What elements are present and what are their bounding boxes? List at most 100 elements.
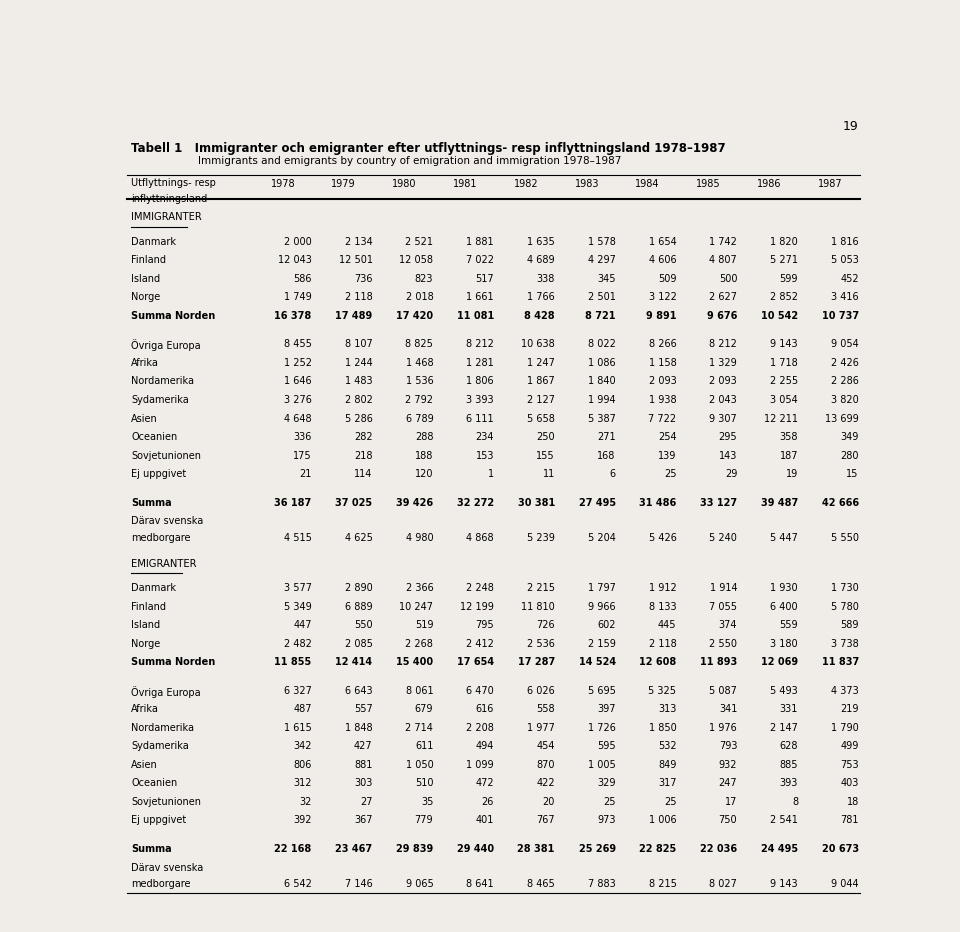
Text: 1 329: 1 329 [709, 358, 737, 368]
Text: 1 994: 1 994 [588, 395, 615, 405]
Text: 452: 452 [840, 274, 859, 283]
Text: 8 027: 8 027 [709, 879, 737, 889]
Text: 611: 611 [415, 741, 433, 751]
Text: 11 855: 11 855 [275, 657, 312, 667]
Text: 3 577: 3 577 [284, 583, 312, 593]
Text: 2 018: 2 018 [405, 293, 433, 302]
Text: 312: 312 [293, 778, 312, 788]
Text: 779: 779 [415, 816, 433, 826]
Text: 12 608: 12 608 [639, 657, 677, 667]
Text: 282: 282 [354, 432, 372, 442]
Text: Afrika: Afrika [132, 705, 159, 714]
Text: 499: 499 [840, 741, 859, 751]
Text: 1986: 1986 [756, 179, 781, 188]
Text: 153: 153 [475, 450, 494, 460]
Text: 23 467: 23 467 [335, 844, 372, 854]
Text: 2 366: 2 366 [405, 583, 433, 593]
Text: 9 891: 9 891 [646, 310, 677, 321]
Text: 1 848: 1 848 [345, 723, 372, 733]
Text: 22 825: 22 825 [639, 844, 677, 854]
Text: 1 615: 1 615 [284, 723, 312, 733]
Text: 5 658: 5 658 [527, 414, 555, 423]
Text: 5 087: 5 087 [709, 686, 737, 696]
Text: 517: 517 [475, 274, 494, 283]
Text: 2 550: 2 550 [709, 638, 737, 649]
Text: 885: 885 [780, 760, 798, 770]
Text: 557: 557 [354, 705, 372, 714]
Text: 487: 487 [293, 705, 312, 714]
Text: 823: 823 [415, 274, 433, 283]
Text: 445: 445 [658, 620, 677, 630]
Text: 6 542: 6 542 [284, 879, 312, 889]
Text: 8 215: 8 215 [649, 879, 677, 889]
Text: 2 248: 2 248 [467, 583, 494, 593]
Text: 558: 558 [537, 705, 555, 714]
Text: Finland: Finland [132, 601, 166, 611]
Text: Sovjetunionen: Sovjetunionen [132, 450, 202, 460]
Text: 2 482: 2 482 [284, 638, 312, 649]
Text: 8: 8 [792, 797, 798, 807]
Text: Island: Island [132, 274, 160, 283]
Text: 393: 393 [780, 778, 798, 788]
Text: 4 297: 4 297 [588, 255, 615, 266]
Text: 15: 15 [847, 469, 859, 479]
Text: 422: 422 [537, 778, 555, 788]
Text: 550: 550 [354, 620, 372, 630]
Text: 39 487: 39 487 [760, 498, 798, 508]
Text: 331: 331 [780, 705, 798, 714]
Text: 8 133: 8 133 [649, 601, 677, 611]
Text: 2 268: 2 268 [405, 638, 433, 649]
Text: 1 820: 1 820 [770, 237, 798, 247]
Text: 1981: 1981 [453, 179, 477, 188]
Text: 6 889: 6 889 [345, 601, 372, 611]
Text: 2 412: 2 412 [467, 638, 494, 649]
Text: 187: 187 [780, 450, 798, 460]
Text: 9 307: 9 307 [709, 414, 737, 423]
Text: 27 495: 27 495 [579, 498, 615, 508]
Text: 2 255: 2 255 [770, 377, 798, 387]
Text: 1 661: 1 661 [467, 293, 494, 302]
Text: Norge: Norge [132, 638, 160, 649]
Text: Tabell 1   Immigranter och emigranter efter utflyttnings- resp inflyttningsland : Tabell 1 Immigranter och emigranter efte… [132, 142, 726, 155]
Text: 12 501: 12 501 [339, 255, 372, 266]
Text: 9 065: 9 065 [405, 879, 433, 889]
Text: 16 378: 16 378 [275, 310, 312, 321]
Text: 19: 19 [785, 469, 798, 479]
Text: 1 912: 1 912 [649, 583, 677, 593]
Text: 5 349: 5 349 [284, 601, 312, 611]
Text: 4 648: 4 648 [284, 414, 312, 423]
Text: 25: 25 [603, 797, 615, 807]
Text: 599: 599 [780, 274, 798, 283]
Text: 2 208: 2 208 [467, 723, 494, 733]
Text: 32 272: 32 272 [457, 498, 494, 508]
Text: 9 676: 9 676 [707, 310, 737, 321]
Text: 1 252: 1 252 [284, 358, 312, 368]
Text: 1 930: 1 930 [770, 583, 798, 593]
Text: 338: 338 [537, 274, 555, 283]
Text: 10 737: 10 737 [822, 310, 859, 321]
Text: 20: 20 [542, 797, 555, 807]
Text: Ej uppgivet: Ej uppgivet [132, 816, 186, 826]
Text: 30 381: 30 381 [517, 498, 555, 508]
Text: 25: 25 [664, 797, 677, 807]
Text: 2 714: 2 714 [405, 723, 433, 733]
Text: 2 043: 2 043 [709, 395, 737, 405]
Text: Ej uppgivet: Ej uppgivet [132, 469, 186, 479]
Text: 781: 781 [840, 816, 859, 826]
Text: 1 867: 1 867 [527, 377, 555, 387]
Text: 4 868: 4 868 [467, 533, 494, 543]
Text: 726: 726 [537, 620, 555, 630]
Text: 1 766: 1 766 [527, 293, 555, 302]
Text: 1 578: 1 578 [588, 237, 615, 247]
Text: 31 486: 31 486 [639, 498, 677, 508]
Text: 1987: 1987 [818, 179, 842, 188]
Text: 1 247: 1 247 [527, 358, 555, 368]
Text: 5 240: 5 240 [709, 533, 737, 543]
Text: Island: Island [132, 620, 160, 630]
Text: 2 147: 2 147 [770, 723, 798, 733]
Text: 9 044: 9 044 [831, 879, 859, 889]
Text: 753: 753 [840, 760, 859, 770]
Text: 1 816: 1 816 [831, 237, 859, 247]
Text: 3 180: 3 180 [770, 638, 798, 649]
Text: 2 501: 2 501 [588, 293, 615, 302]
